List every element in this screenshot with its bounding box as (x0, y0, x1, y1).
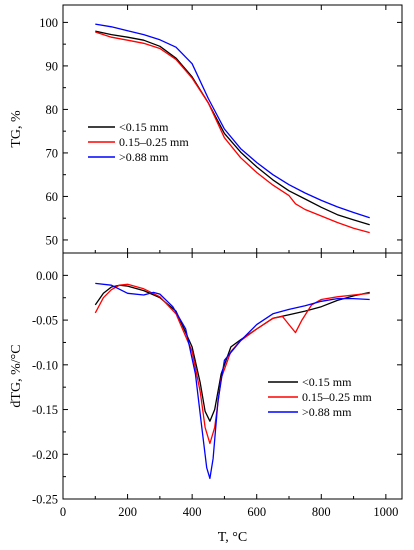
y-tick-label: 50 (46, 233, 59, 247)
x-tick-label: 600 (247, 505, 266, 519)
legend-entry-label: <0.15 mm (119, 120, 169, 134)
legend-entry-label: 0.15–0.25 mm (302, 390, 372, 404)
tg-series-lines (95, 23, 370, 234)
y-tick-label: 0.00 (36, 269, 58, 283)
tg-panel: 50 60 70 80 90 100 TG, % <0.15 mm0.15–0.25 mm… (9, 4, 403, 254)
y-tick-label: 80 (46, 103, 59, 117)
legend-entry-label: 0.15–0.25 mm (119, 135, 189, 149)
series-line-2 (95, 23, 370, 219)
series-line-1 (94, 283, 370, 445)
series-line-0 (95, 30, 370, 226)
y-tick-label: -0.25 (32, 493, 58, 507)
legend-entry-label: >0.88 mm (302, 405, 352, 419)
x-tick-label: 0 (60, 505, 66, 519)
dtg-plot-frame (62, 252, 403, 500)
dtg-y-axis-title: dTG, %/°C (9, 344, 24, 407)
y-tick-label: 90 (46, 59, 59, 73)
y-tick-label: 60 (46, 190, 59, 204)
x-tick-label: 200 (118, 505, 137, 519)
x-tick-label: 800 (312, 505, 331, 519)
y-tick-label: -0.20 (32, 448, 58, 462)
x-axis-title: T, °C (218, 530, 247, 545)
legend-entry-label: >0.88 mm (119, 150, 169, 164)
series-line-1 (95, 31, 370, 234)
y-tick-label: -0.10 (32, 358, 58, 372)
tg-x-axis (62, 5, 387, 253)
x-tick-label: 400 (183, 505, 202, 519)
tg-y-axis-title: TG, % (9, 110, 24, 148)
legend-entry-label: <0.15 mm (302, 375, 352, 389)
tg-plot-frame (62, 4, 403, 254)
dtg-legend: <0.15 mm0.15–0.25 mm>0.88 mm (268, 375, 372, 419)
x-tick-label: 1000 (373, 505, 398, 519)
tg-legend: <0.15 mm0.15–0.25 mm>0.88 mm (88, 120, 189, 164)
y-tick-label: -0.05 (32, 314, 58, 328)
y-tick-label: 100 (39, 16, 58, 30)
dtg-panel: 0.00 -0.05 -0.10 -0.15 -0.20 -0.25 0 200 400 600… (9, 252, 403, 545)
dtg-x-axis: 0 200 400 600 800 1000 (60, 253, 398, 519)
tg-y-axis: 50 60 70 80 90 100 (39, 16, 402, 247)
dtg-series-lines (94, 282, 370, 480)
dtg-y-axis: 0.00 -0.05 -0.10 -0.15 -0.20 -0.25 (32, 269, 402, 507)
y-tick-label: -0.15 (32, 403, 58, 417)
series-line-2 (95, 282, 370, 480)
y-tick-label: 70 (46, 146, 59, 160)
